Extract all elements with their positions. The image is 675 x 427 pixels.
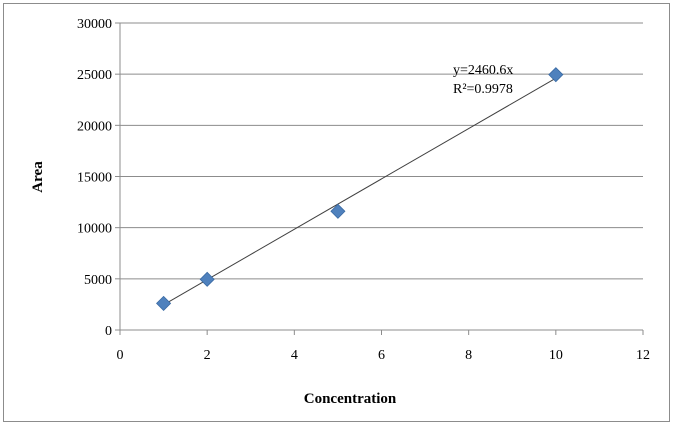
gridlines (120, 22, 643, 280)
y-tick-label: 5000 (84, 273, 112, 288)
x-tick-label: 0 (117, 348, 124, 363)
axes (115, 22, 644, 335)
x-tick-label: 12 (636, 348, 650, 363)
data-point-diamond (548, 67, 564, 83)
x-axis-title: Concentration (304, 391, 397, 407)
data-point-diamond (330, 203, 346, 219)
y-axis-title: Area (30, 161, 46, 193)
x-tick-labels: 0 2 4 6 8 10 12 (117, 348, 651, 363)
y-tick-label: 20000 (77, 119, 112, 134)
x-tick-label: 8 (465, 348, 472, 363)
data-points (156, 67, 564, 311)
y-tick-label: 30000 (77, 17, 112, 32)
x-tick-label: 6 (378, 348, 385, 363)
trendline (163, 77, 557, 306)
y-tick-label: 15000 (77, 171, 112, 186)
y-tick-labels: 0 5000 10000 15000 20000 25000 30000 (77, 17, 112, 339)
y-tick-label: 10000 (77, 222, 112, 237)
trendline-group (163, 77, 557, 306)
y-tick-label: 25000 (77, 68, 112, 83)
y-tick-label: 0 (105, 324, 112, 339)
trendline-equation: y=2460.6x (453, 63, 513, 78)
x-tick-label: 10 (549, 348, 563, 363)
data-point-diamond (199, 271, 215, 287)
trendline-r-squared: R²=0.9978 (453, 82, 513, 97)
x-tick-label: 4 (291, 348, 298, 363)
x-tick-label: 2 (204, 348, 211, 363)
data-point-diamond (156, 295, 172, 311)
